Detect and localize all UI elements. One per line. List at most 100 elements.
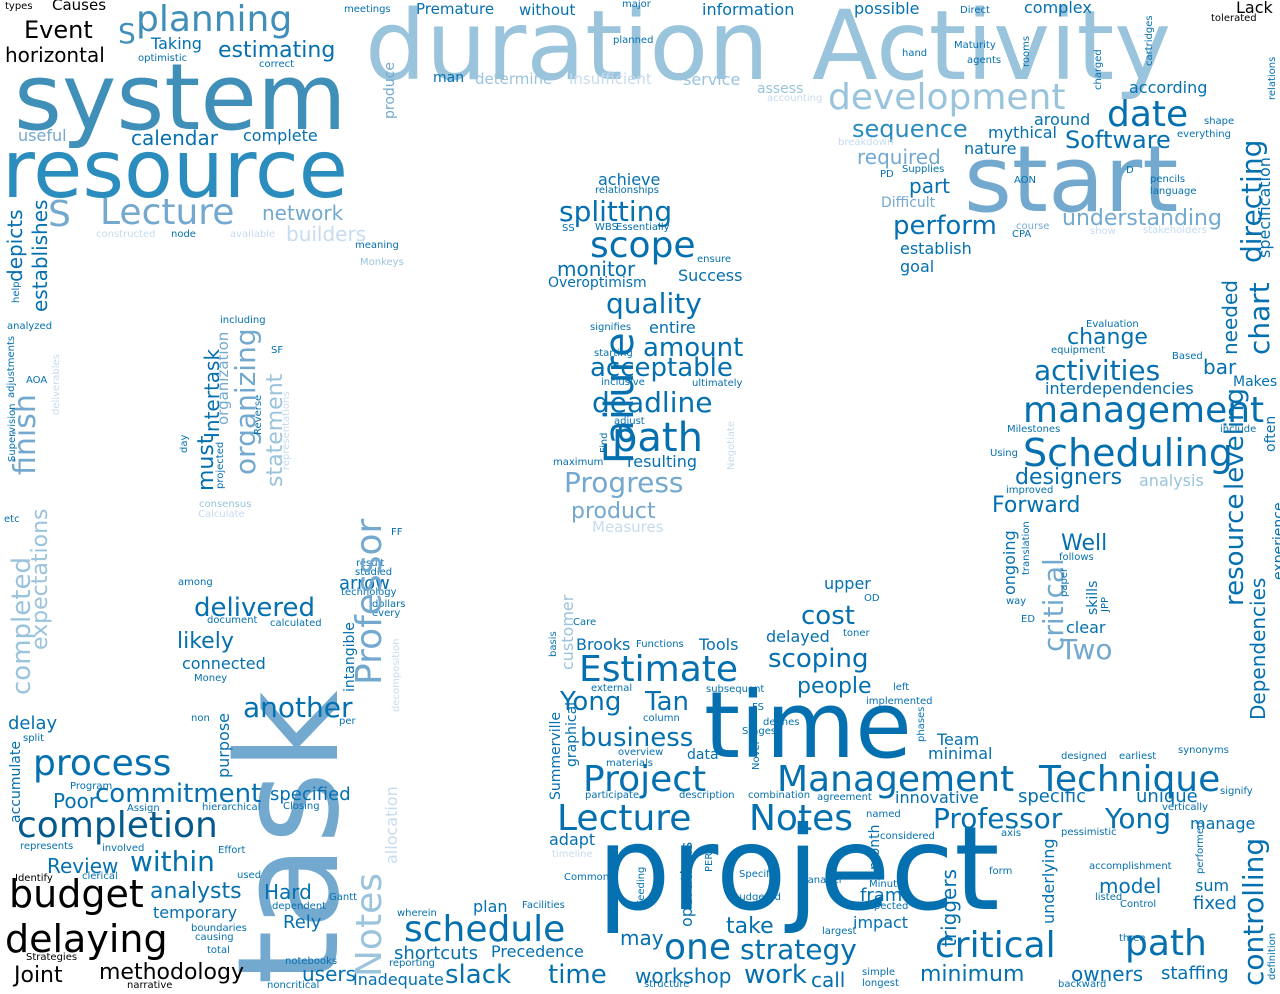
cloud-word: Taking xyxy=(151,34,202,53)
cloud-word: according xyxy=(1129,78,1208,97)
cloud-word: clerical xyxy=(82,871,118,882)
cloud-word: strategy xyxy=(740,933,857,966)
cloud-word: involved xyxy=(102,843,145,854)
cloud-word: Common xyxy=(564,872,610,883)
cloud-word: start xyxy=(964,126,1179,233)
cloud-word: noncritical xyxy=(267,980,320,991)
cloud-word: complete xyxy=(243,126,318,145)
cloud-word: boundaries xyxy=(191,923,247,934)
cloud-word: Feeding xyxy=(636,866,647,906)
cloud-word: course xyxy=(1016,221,1050,232)
cloud-word: technology xyxy=(341,587,397,598)
cloud-word: Negotiate xyxy=(726,421,737,470)
cloud-word: definition xyxy=(1267,932,1278,980)
cloud-word: Find xyxy=(599,432,610,454)
cloud-word: external xyxy=(591,683,633,694)
cloud-word: complex xyxy=(1024,0,1092,17)
cloud-word: around xyxy=(1034,110,1091,129)
cloud-word: allocation xyxy=(382,786,401,864)
cloud-word: manage xyxy=(1190,814,1256,833)
cloud-word: Monkeys xyxy=(360,257,404,268)
cloud-word: management xyxy=(1023,390,1265,431)
cloud-word: CPA xyxy=(1012,229,1032,240)
cloud-word: may xyxy=(620,926,664,950)
cloud-word: Yong xyxy=(1105,802,1172,835)
cloud-word: Using xyxy=(990,448,1018,459)
cloud-word: customer xyxy=(558,594,577,670)
cloud-word: acceptable xyxy=(590,353,733,383)
cloud-word: temporary xyxy=(153,903,238,922)
cloud-word: consensus xyxy=(199,499,252,510)
cloud-word: scope xyxy=(590,225,696,266)
cloud-word: experience xyxy=(1271,502,1280,580)
cloud-word: reporting xyxy=(389,958,436,969)
cloud-word: shape xyxy=(1204,116,1235,127)
cloud-word: one xyxy=(664,927,731,968)
cloud-word: clear xyxy=(1066,618,1106,637)
cloud-word: change xyxy=(1067,325,1148,350)
cloud-word: project xyxy=(597,802,1000,937)
cloud-word: produce xyxy=(382,62,398,119)
cloud-word: rooms xyxy=(1021,35,1032,67)
cloud-word: amount xyxy=(643,333,744,363)
cloud-word: take xyxy=(726,914,774,939)
cloud-word: phases xyxy=(916,706,927,742)
cloud-word: description xyxy=(679,790,735,801)
cloud-word: Joint xyxy=(14,963,63,988)
cloud-word: owners xyxy=(1071,962,1144,986)
cloud-word: Functions xyxy=(636,639,684,650)
cloud-word: dollars xyxy=(372,599,406,610)
cloud-word: analysts xyxy=(150,879,242,904)
cloud-word: etc xyxy=(4,514,20,525)
cloud-word: cartridges xyxy=(1144,15,1155,66)
cloud-word: resulting xyxy=(627,452,698,471)
cloud-word: Premature xyxy=(416,0,495,18)
cloud-word: FS xyxy=(752,702,764,713)
cloud-word: Overoptimism xyxy=(548,275,647,291)
cloud-word: hand xyxy=(902,48,928,59)
cloud-word: time xyxy=(548,960,607,990)
cloud-word: Identify xyxy=(15,873,53,884)
cloud-word: used xyxy=(237,870,262,881)
cloud-word: Lecture xyxy=(100,192,235,233)
cloud-word: Money xyxy=(194,673,228,684)
cloud-word: ensure xyxy=(697,254,732,265)
cloud-word: PD xyxy=(880,169,894,180)
cloud-word: performed xyxy=(1195,821,1206,874)
cloud-word: Difficult xyxy=(881,195,936,211)
cloud-word: Notes xyxy=(349,873,390,977)
cloud-word: calendar xyxy=(131,126,218,150)
cloud-word: arrow xyxy=(339,573,390,594)
cloud-word: split xyxy=(23,733,45,744)
cloud-word: depicts xyxy=(3,209,27,282)
cloud-word: pencils xyxy=(1150,174,1186,185)
cloud-word: starting xyxy=(594,348,633,359)
cloud-word: likely xyxy=(177,629,234,654)
cloud-word: minimum xyxy=(920,962,1025,987)
cloud-word: Effort xyxy=(218,845,246,856)
cloud-word: specification xyxy=(1255,157,1274,258)
cloud-word: defines xyxy=(763,717,800,728)
cloud-word: analysis xyxy=(1139,471,1204,490)
cloud-word: Team xyxy=(937,730,980,749)
cloud-word: optimistic xyxy=(138,53,188,64)
cloud-word: Activity xyxy=(812,0,1172,102)
cloud-word: call xyxy=(811,968,846,992)
cloud-word: relations xyxy=(1267,56,1278,100)
cloud-word: considered xyxy=(880,831,935,842)
cloud-word: available xyxy=(230,229,276,240)
cloud-word: Maturity xyxy=(954,40,996,51)
cloud-word: follows xyxy=(1059,552,1094,563)
cloud-word: Forward xyxy=(992,493,1081,518)
cloud-word: path xyxy=(1125,923,1207,964)
cloud-word: bar xyxy=(1203,355,1237,379)
cloud-word: every xyxy=(372,608,401,619)
cloud-word: column xyxy=(643,713,680,724)
cloud-word: causing xyxy=(195,932,234,943)
cloud-word: Tools xyxy=(699,635,739,654)
cloud-word: budgeted xyxy=(733,892,781,903)
cloud-word: man xyxy=(433,70,465,86)
cloud-word: Precedence xyxy=(491,942,584,961)
cloud-word: earliest xyxy=(1119,751,1157,762)
cloud-word: studied xyxy=(355,567,393,578)
